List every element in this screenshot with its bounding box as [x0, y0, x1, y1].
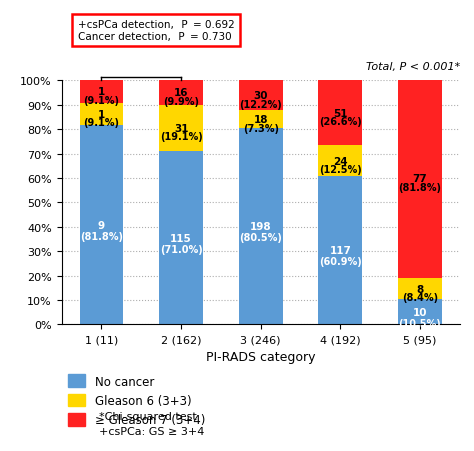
- Bar: [319, 176, 362, 325]
- Text: (8.4%): (8.4%): [402, 292, 438, 303]
- Text: (7.3%): (7.3%): [243, 123, 279, 133]
- Text: 9: 9: [98, 220, 105, 230]
- Text: 24: 24: [333, 156, 347, 166]
- Bar: [319, 146, 362, 176]
- Text: (12.5%): (12.5%): [319, 165, 362, 175]
- Text: 8: 8: [416, 284, 424, 294]
- Bar: [159, 152, 203, 325]
- Legend: No cancer, Gleason 6 (3+3), ≥ Gleason 7 (3+4): No cancer, Gleason 6 (3+3), ≥ Gleason 7 …: [67, 374, 205, 426]
- Bar: [80, 81, 123, 103]
- Text: 115: 115: [170, 233, 192, 243]
- Text: 31: 31: [174, 124, 188, 133]
- Bar: [398, 299, 442, 325]
- Text: (60.9%): (60.9%): [319, 257, 362, 267]
- Bar: [80, 103, 123, 125]
- Text: (80.5%): (80.5%): [239, 233, 282, 243]
- Bar: [319, 81, 362, 146]
- Text: (9.1%): (9.1%): [83, 118, 119, 128]
- Text: 51: 51: [333, 109, 347, 119]
- Text: (9.1%): (9.1%): [83, 96, 119, 106]
- Bar: [239, 129, 283, 325]
- Text: (81.8%): (81.8%): [399, 183, 441, 193]
- Text: 1: 1: [98, 110, 105, 120]
- X-axis label: PI-RADS category: PI-RADS category: [206, 350, 316, 363]
- Text: (19.1%): (19.1%): [160, 132, 202, 142]
- Bar: [398, 79, 442, 279]
- Text: (12.2%): (12.2%): [239, 100, 282, 110]
- Text: (71.0%): (71.0%): [160, 244, 202, 254]
- Bar: [80, 125, 123, 325]
- Text: Total, P < 0.001*: Total, P < 0.001*: [365, 61, 460, 71]
- Text: 10: 10: [413, 307, 427, 317]
- Text: (9.9%): (9.9%): [163, 97, 199, 107]
- Text: +csPCa: GS ≥ 3+4: +csPCa: GS ≥ 3+4: [100, 426, 205, 436]
- Text: 30: 30: [254, 91, 268, 101]
- Text: 117: 117: [329, 246, 351, 256]
- Text: (10.5%): (10.5%): [399, 318, 441, 328]
- Text: 198: 198: [250, 222, 272, 232]
- Text: +csPCa detection,   P  = 0.692
Cancer detection,   P  = 0.730: +csPCa detection, P = 0.692 Cancer detec…: [78, 20, 234, 42]
- Bar: [159, 81, 203, 105]
- Text: 1: 1: [98, 87, 105, 97]
- Text: (26.6%): (26.6%): [319, 117, 362, 127]
- Bar: [239, 81, 283, 111]
- Text: *Chi-squared test: *Chi-squared test: [100, 411, 197, 421]
- Text: (81.8%): (81.8%): [80, 231, 123, 241]
- Text: 16: 16: [174, 88, 188, 98]
- Bar: [398, 279, 442, 299]
- Bar: [239, 111, 283, 129]
- Bar: [159, 105, 203, 152]
- Text: 18: 18: [254, 115, 268, 125]
- Text: 77: 77: [412, 174, 428, 184]
